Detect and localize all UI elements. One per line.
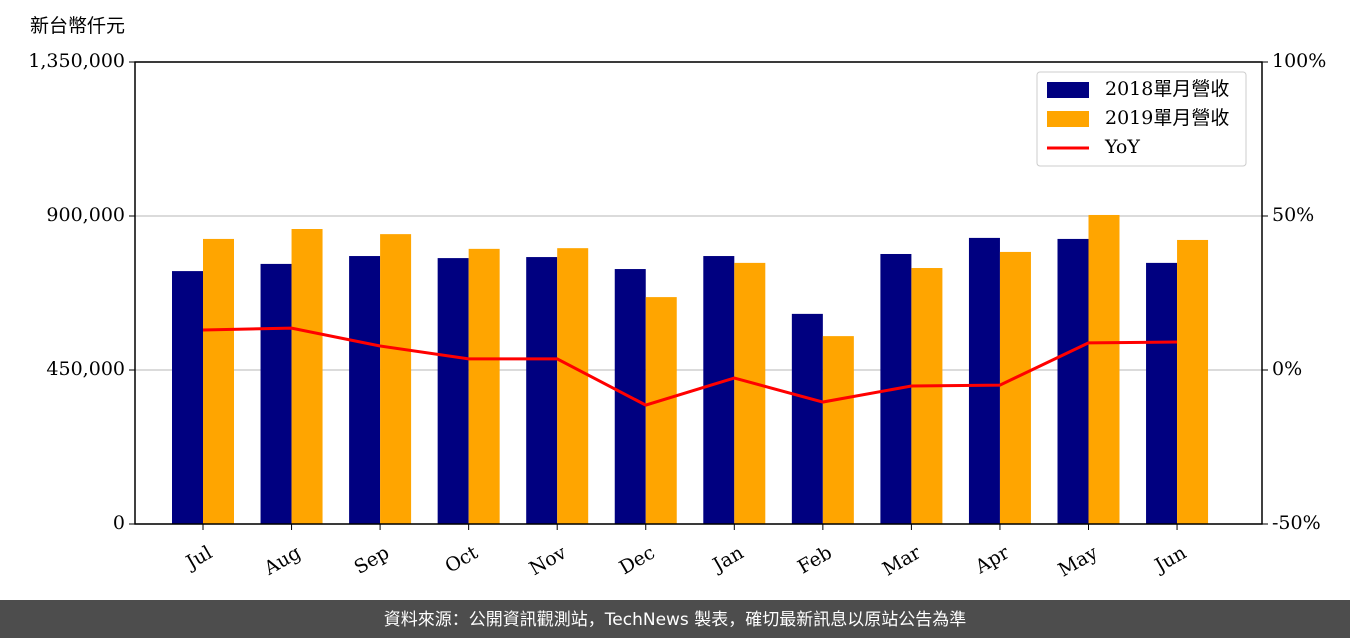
bar — [645, 297, 677, 524]
y-tick-label: 450,000 — [46, 358, 125, 380]
bar — [791, 313, 823, 524]
bar — [291, 229, 323, 524]
y-axis-title: 新台幣仟元 — [30, 15, 125, 37]
x-tick-label: Mar — [879, 541, 925, 580]
bar — [968, 237, 1000, 524]
legend-label: 2018單月營收 — [1105, 78, 1229, 100]
x-tick-label: Oct — [441, 541, 482, 577]
y-tick-label: 0 — [113, 512, 125, 534]
legend-label: 2019單月營收 — [1105, 107, 1229, 129]
footer-bar — [0, 600, 1350, 638]
x-tick-label: Jul — [181, 542, 216, 575]
x-tick-label: Feb — [794, 542, 836, 579]
y2-tick-label: -50% — [1272, 512, 1321, 534]
bar — [822, 336, 854, 524]
bar — [703, 256, 735, 524]
x-tick-label: Nov — [526, 541, 571, 580]
x-tick-label: Jan — [708, 542, 748, 578]
bar — [999, 251, 1031, 524]
line — [202, 326, 1178, 407]
footer-text: 資料來源：公開資訊觀測站，TechNews 製表，確切最新訊息以原站公告為準 — [384, 610, 966, 630]
y2-tick-label: 0% — [1272, 358, 1302, 380]
x-tick-label: Sep — [351, 542, 394, 579]
plot-frame — [134, 61, 1263, 525]
legend-label: YoY — [1104, 136, 1140, 158]
x-tick-label: Aug — [260, 542, 305, 581]
bar — [1146, 262, 1178, 524]
bar — [380, 234, 412, 525]
bar — [468, 248, 500, 524]
bar — [172, 271, 203, 524]
bar — [557, 248, 589, 524]
bar — [203, 238, 234, 524]
y-tick-label: 1,350,000 — [28, 50, 125, 72]
bar — [734, 262, 766, 524]
bar — [349, 256, 381, 524]
bar — [437, 258, 469, 524]
legend-box — [1036, 71, 1247, 167]
x-tick-label: Dec — [616, 542, 659, 580]
bar — [1057, 238, 1089, 524]
y2-tick-label: 50% — [1272, 204, 1314, 226]
bar — [1177, 239, 1209, 524]
bar — [526, 257, 558, 524]
bar — [1088, 214, 1120, 524]
legend-swatch — [1047, 82, 1089, 98]
bar — [260, 263, 292, 524]
legend-swatch — [1047, 111, 1089, 127]
x-tick-label: Apr — [971, 541, 1014, 578]
x-tick-label: Jun — [1150, 542, 1191, 578]
y-tick-label: 900,000 — [46, 204, 125, 226]
x-tick-label: May — [1055, 541, 1102, 581]
bar — [911, 268, 943, 524]
y2-tick-label: 100% — [1272, 50, 1326, 72]
